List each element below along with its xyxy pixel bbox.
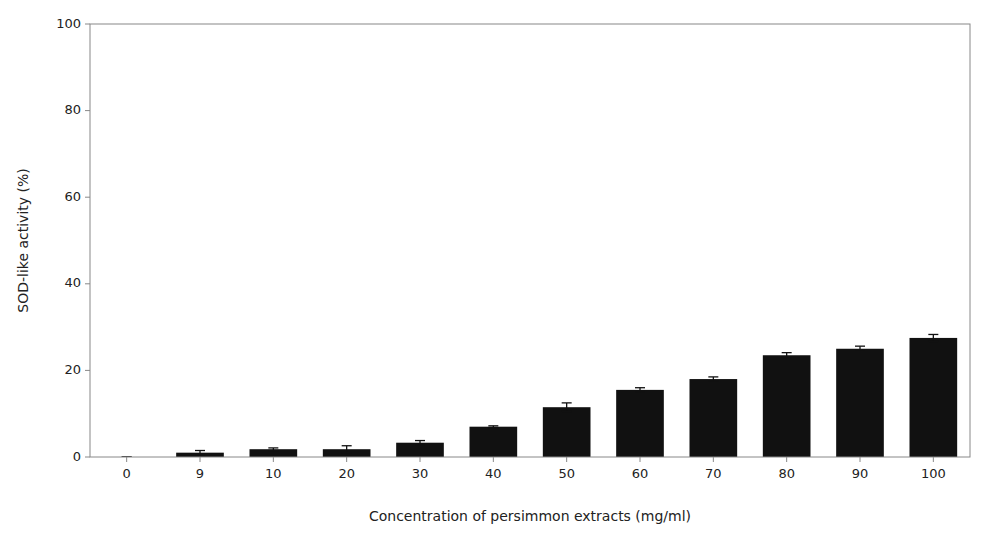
y-tick <box>85 370 90 371</box>
x-tick-label: 90 <box>852 466 869 481</box>
x-tick-label: 40 <box>485 466 502 481</box>
error-cap <box>415 444 425 445</box>
error-line <box>933 334 934 341</box>
error-cap <box>562 402 572 403</box>
bar <box>763 355 811 457</box>
error-cap <box>928 341 938 342</box>
error-bar <box>195 451 205 455</box>
error-cap <box>415 440 425 441</box>
error-cap <box>342 445 352 446</box>
error-cap <box>782 352 792 353</box>
chart: 0 20 40 60 80 100 0 9 10 20 30 40 50 60 70 80 90 100 Conce… <box>0 0 994 543</box>
x-tick <box>566 457 567 462</box>
bar <box>396 443 444 457</box>
x-tick-label: 30 <box>412 466 429 481</box>
y-axis: 0 20 40 60 80 100 <box>56 16 90 464</box>
error-cap <box>855 351 865 352</box>
bar <box>543 407 591 457</box>
x-tick <box>933 457 934 462</box>
error-cap <box>855 346 865 347</box>
x-tick-label: 50 <box>558 466 575 481</box>
x-axis-label: Concentration of persimmon extracts (mg/… <box>369 508 691 524</box>
x-tick <box>860 457 861 462</box>
x-tick <box>420 457 421 462</box>
x-tick-label: 20 <box>338 466 355 481</box>
error-bar <box>562 403 572 412</box>
error-bar <box>268 448 278 451</box>
error-bar <box>635 388 645 392</box>
x-tick-label: 80 <box>778 466 795 481</box>
y-tick <box>85 457 90 458</box>
bar <box>690 379 738 457</box>
error-line <box>859 346 860 351</box>
error-line <box>346 446 347 453</box>
error-line <box>786 353 787 358</box>
x-tick-label: 9 <box>196 466 204 481</box>
y-tick <box>85 110 90 111</box>
plot-frame <box>90 24 970 457</box>
x-tick-label: 100 <box>921 466 946 481</box>
x-tick-label: 70 <box>705 466 722 481</box>
bar <box>616 390 664 457</box>
error-line <box>566 403 567 412</box>
x-tick-label: 10 <box>265 466 282 481</box>
x-tick <box>346 457 347 462</box>
bar <box>250 449 298 457</box>
error-bar <box>415 441 425 445</box>
bar <box>910 338 958 457</box>
error-cap <box>708 376 718 377</box>
error-bar <box>708 377 718 381</box>
error-bar <box>928 334 938 341</box>
y-tick <box>85 24 90 25</box>
x-tick-label: 60 <box>632 466 649 481</box>
error-cap <box>488 427 498 428</box>
error-cap <box>928 334 938 335</box>
x-tick <box>493 457 494 462</box>
error-bar <box>782 353 792 358</box>
bar <box>836 349 884 457</box>
chart-container: 0 20 40 60 80 100 0 9 10 20 30 40 50 60 70 80 90 100 Conce… <box>0 0 994 543</box>
error-cap <box>195 450 205 451</box>
error-cap <box>708 381 718 382</box>
y-tick-label: 0 <box>73 449 81 464</box>
error-cap <box>268 447 278 448</box>
x-tick <box>126 457 127 462</box>
y-tick-label: 40 <box>64 275 81 290</box>
x-tick <box>713 457 714 462</box>
error-cap <box>342 452 352 453</box>
y-tick <box>85 283 90 284</box>
y-tick-label: 80 <box>64 102 81 117</box>
error-cap <box>635 391 645 392</box>
error-cap <box>635 387 645 388</box>
error-cap <box>268 450 278 451</box>
x-tick <box>640 457 641 462</box>
y-tick-label: 20 <box>64 362 81 377</box>
plot-area <box>122 334 958 457</box>
error-bar <box>488 426 498 428</box>
y-tick-label: 60 <box>64 189 81 204</box>
y-tick <box>85 197 90 198</box>
error-cap <box>562 411 572 412</box>
error-cap <box>488 425 498 426</box>
error-bar <box>855 346 865 351</box>
bar <box>470 427 518 457</box>
x-tick <box>200 457 201 462</box>
y-axis-label: SOD-like activity (%) <box>15 168 31 312</box>
error-bar <box>342 446 352 453</box>
x-tick <box>786 457 787 462</box>
y-tick-label: 100 <box>56 16 81 31</box>
error-cap <box>195 454 205 455</box>
x-axis: 0 9 10 20 30 40 50 60 70 80 90 100 <box>123 457 946 481</box>
error-cap <box>782 357 792 358</box>
x-tick <box>273 457 274 462</box>
x-tick-label: 0 <box>123 466 131 481</box>
